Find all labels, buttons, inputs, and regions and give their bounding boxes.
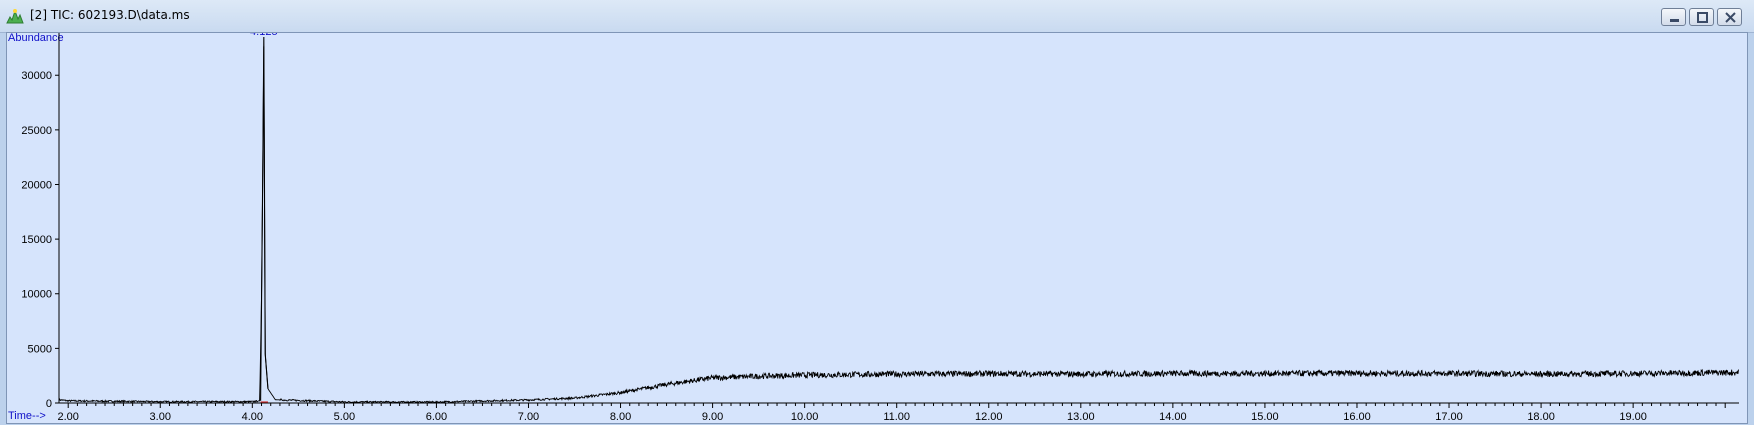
y-tick-label: 25000	[21, 125, 52, 137]
x-tick-label: 2.00	[57, 411, 78, 423]
x-axis-label: Time-->	[8, 410, 46, 422]
y-tick-label: 10000	[21, 289, 52, 301]
restore-button[interactable]	[1689, 8, 1714, 26]
window-title: [2] TIC: 602193.D\data.ms	[30, 8, 190, 22]
y-tick-label: 30000	[21, 70, 52, 82]
x-tick-label: 7.00	[518, 411, 539, 423]
plot-area[interactable]: Abundance Time--> 0 5000 10000 15000 20000 25…	[6, 32, 1748, 424]
x-tick-label: 4.00	[242, 411, 263, 423]
y-tick-label: 0	[46, 398, 52, 410]
x-tick-label: 17.00	[1435, 411, 1463, 423]
y-tick-label: 15000	[21, 234, 52, 246]
x-tick-label: 19.00	[1619, 411, 1647, 423]
y-tick-label: 20000	[21, 179, 52, 191]
x-tick-label: 10.00	[791, 411, 819, 423]
x-tick-label: 16.00	[1343, 411, 1371, 423]
x-tick-label: 12.00	[975, 411, 1003, 423]
window-titlebar[interactable]: [2] TIC: 602193.D\data.ms	[0, 0, 1754, 33]
restore-icon	[1697, 12, 1708, 23]
close-button[interactable]	[1717, 8, 1742, 26]
x-tick-label: 13.00	[1067, 411, 1095, 423]
x-tick-label: 8.00	[610, 411, 631, 423]
x-tick-label: 6.00	[426, 411, 447, 423]
x-tick-label: 18.00	[1527, 411, 1555, 423]
minimize-button[interactable]	[1661, 8, 1686, 26]
close-icon	[1725, 12, 1736, 23]
x-tick-label: 15.00	[1251, 411, 1279, 423]
x-tick-label: 9.00	[702, 411, 723, 423]
x-tick-label: 3.00	[150, 411, 171, 423]
chromatogram-app-icon	[6, 8, 24, 24]
x-tick-label: 14.00	[1159, 411, 1187, 423]
minimize-icon	[1670, 19, 1679, 22]
y-tick-label: 5000	[28, 343, 52, 355]
tic-chart: Abundance Time--> 0 5000 10000 15000 20000 25…	[8, 33, 1739, 423]
peak-line	[260, 36, 269, 401]
y-axis-label: Abundance	[8, 33, 64, 44]
x-tick-label: 5.00	[334, 411, 355, 423]
tic-trace	[58, 46, 1739, 404]
peak-label: 4.125	[250, 33, 278, 38]
x-tick-label: 11.00	[883, 411, 910, 423]
